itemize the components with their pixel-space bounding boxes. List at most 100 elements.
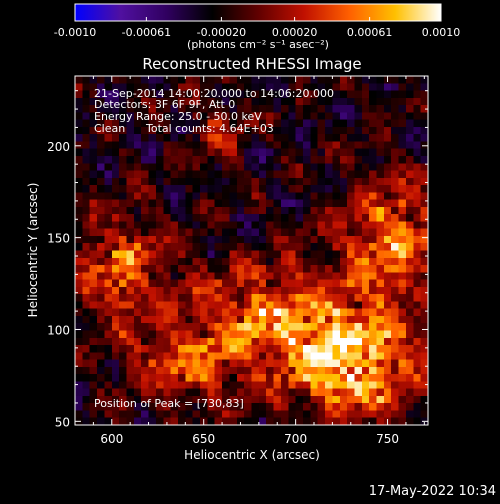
- heatmap-cell: [177, 345, 186, 353]
- heatmap-cell: [170, 286, 179, 295]
- heatmap-cell: [361, 83, 370, 91]
- heatmap-cell: [97, 417, 105, 426]
- heatmap-cell: [317, 214, 326, 222]
- heatmap-cell: [413, 185, 421, 193]
- heatmap-cell: [244, 214, 252, 222]
- heatmap-cell: [222, 83, 230, 91]
- heatmap-cell: [420, 272, 429, 280]
- heatmap-cell: [104, 243, 113, 251]
- heatmap-cell: [310, 257, 318, 266]
- heatmap-cell: [170, 279, 179, 288]
- heatmap-cell: [413, 97, 421, 106]
- heatmap-cell: [177, 366, 186, 375]
- heatmap-cell: [310, 359, 318, 368]
- heatmap-cell: [229, 134, 238, 142]
- heatmap-cell: [133, 323, 142, 331]
- heatmap-cell: [133, 126, 142, 135]
- heatmap-cell: [119, 177, 127, 186]
- heatmap-cell: [354, 170, 363, 179]
- heatmap-cell: [119, 417, 127, 426]
- heatmap-cell: [339, 83, 348, 91]
- heatmap-cell: [413, 76, 421, 84]
- heatmap-cell: [383, 177, 392, 186]
- heatmap-cell: [420, 206, 429, 215]
- heatmap-cell: [236, 155, 245, 164]
- heatmap-cell: [236, 265, 245, 273]
- heatmap-cell: [75, 272, 83, 280]
- heatmap-cell: [148, 410, 157, 419]
- heatmap-cell: [391, 97, 399, 106]
- heatmap-cell: [133, 410, 142, 419]
- heatmap-cell: [391, 141, 399, 150]
- heatmap-cell: [420, 359, 429, 368]
- heatmap-cell: [405, 206, 414, 215]
- heatmap-cell: [82, 250, 90, 259]
- heatmap-cell: [104, 206, 113, 215]
- heatmap-cell: [214, 286, 223, 295]
- heatmap-cell: [111, 105, 120, 113]
- heatmap-cell: [229, 119, 238, 128]
- heatmap-cell: [200, 134, 208, 142]
- heatmap-cell: [398, 388, 407, 397]
- heatmap-cell: [391, 163, 399, 171]
- heatmap-cell: [391, 301, 399, 309]
- heatmap-cell: [119, 272, 127, 280]
- heatmap-cell: [251, 315, 260, 324]
- heatmap-cell: [354, 163, 363, 171]
- heatmap-cell: [97, 359, 105, 368]
- heatmap-cell: [258, 388, 267, 397]
- heatmap-cell: [325, 337, 333, 346]
- heatmap-cell: [133, 235, 142, 244]
- heatmap-cell: [280, 323, 289, 331]
- heatmap-cell: [155, 83, 164, 91]
- heatmap-cell: [266, 366, 274, 375]
- heatmap-cell: [339, 199, 348, 208]
- heatmap-cell: [82, 301, 90, 309]
- heatmap-cell: [104, 417, 113, 426]
- heatmap-cell: [133, 141, 142, 150]
- heatmap-cell: [148, 141, 157, 150]
- heatmap-cell: [332, 76, 341, 84]
- heatmap-cell: [302, 185, 311, 193]
- heatmap-cell: [405, 177, 414, 186]
- heatmap-cell: [222, 323, 230, 331]
- heatmap-cell: [214, 265, 223, 273]
- heatmap-cell: [251, 359, 260, 368]
- heatmap-cell: [214, 119, 223, 128]
- heatmap-cell: [141, 221, 149, 229]
- heatmap-cell: [413, 366, 421, 375]
- heatmap-cell: [89, 235, 98, 244]
- heatmap-cell: [383, 97, 392, 106]
- heatmap-cell: [229, 301, 238, 309]
- heatmap-cell: [376, 330, 385, 339]
- colorbar-gradient: [75, 4, 441, 21]
- heatmap-cell: [347, 250, 355, 259]
- heatmap-cell: [185, 170, 193, 179]
- colorbar-tick-label: 0.0010: [422, 26, 461, 39]
- heatmap-cell: [170, 381, 179, 389]
- heatmap-cell: [244, 228, 252, 237]
- heatmap-cell: [148, 199, 157, 208]
- heatmap-cell: [236, 345, 245, 353]
- heatmap-cell: [214, 250, 223, 259]
- heatmap-cell: [251, 250, 260, 259]
- heatmap-cell: [369, 170, 377, 179]
- heatmap-cell: [111, 214, 120, 222]
- heatmap-cell: [82, 243, 90, 251]
- heatmap-cell: [369, 337, 377, 346]
- heatmap-cell: [82, 119, 90, 128]
- heatmap-cell: [361, 279, 370, 288]
- heatmap-cell: [317, 388, 326, 397]
- heatmap-cell: [310, 163, 318, 171]
- heatmap-cell: [207, 119, 216, 128]
- heatmap-cell: [126, 395, 135, 404]
- heatmap-cell: [258, 257, 267, 266]
- heatmap-cell: [266, 185, 274, 193]
- heatmap-cell: [200, 141, 208, 150]
- heatmap-cell: [229, 221, 238, 229]
- heatmap-cell: [141, 119, 149, 128]
- heatmap-cell: [192, 134, 201, 142]
- heatmap-cell: [391, 345, 399, 353]
- heatmap-cell: [325, 257, 333, 266]
- heatmap-cell: [251, 221, 260, 229]
